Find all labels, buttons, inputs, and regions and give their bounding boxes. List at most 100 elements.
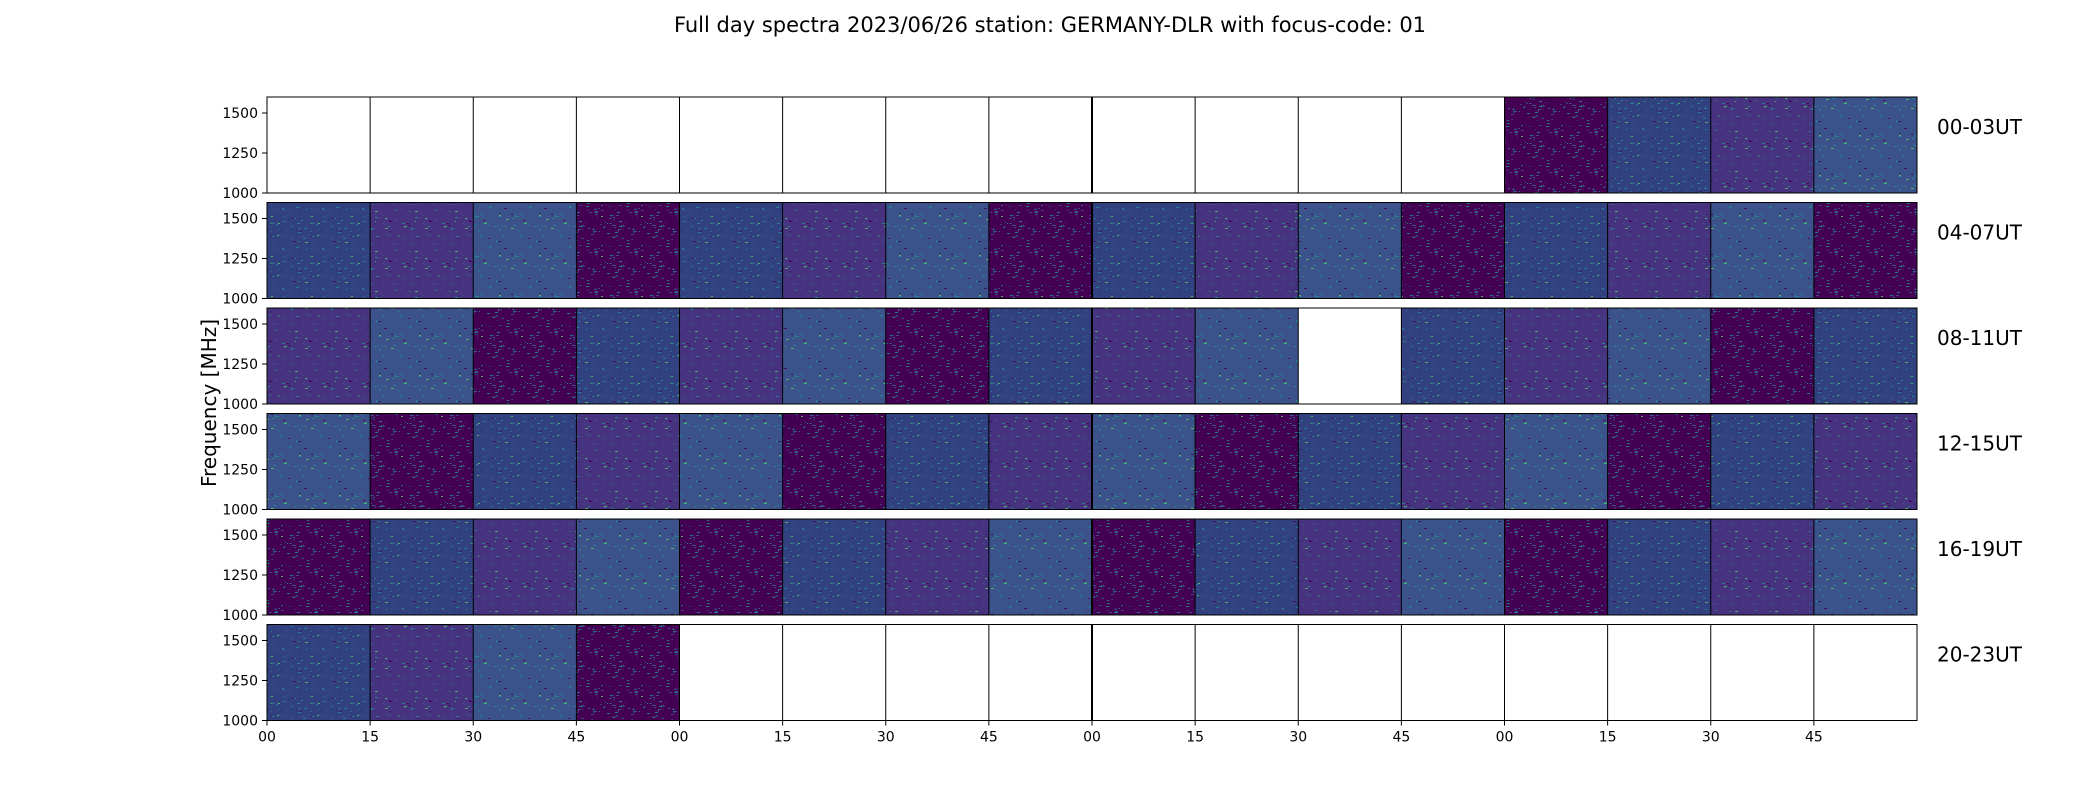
missing-cell [782, 624, 886, 721]
x-tick-label: 45 [1392, 730, 1410, 746]
x-tick-label: 00 [1496, 730, 1514, 746]
row-label: 12-15UT [1937, 432, 2023, 456]
missing-cell [1504, 624, 1608, 721]
y-tick-label: 1000 [222, 397, 258, 413]
missing-cell [1401, 624, 1505, 721]
missing-cell [988, 624, 1092, 721]
spectrum-cell [267, 624, 371, 721]
panel-frame [266, 307, 1918, 405]
spectrum-cell [576, 519, 680, 615]
panel-frame [266, 202, 1918, 299]
spectrum-cell [1195, 202, 1299, 299]
panels-group: 1500 1250 1000 00-03UT 1500 1250 1000 04-07UT 15… [222, 96, 2023, 730]
row-label: 00-03UT [1937, 115, 2023, 139]
spectrum-cell [370, 519, 474, 615]
spectrum-cell [885, 308, 989, 404]
panel-frame [266, 96, 1918, 194]
row-label: 04-07UT [1937, 221, 2023, 245]
spectrum-cell [1298, 519, 1402, 615]
spectrum-cell [370, 202, 474, 299]
spectrum-cell [782, 308, 886, 404]
y-axis-label: Frequency [MHz] [197, 319, 221, 487]
spectrum-cell [1607, 202, 1711, 299]
spectrum-cell [679, 202, 783, 299]
y-tick-label: 1000 [222, 186, 258, 202]
missing-cell [576, 97, 680, 193]
spectrum-cell [1092, 519, 1196, 615]
spectrum-cell [1710, 308, 1814, 404]
spectrum-cell [1504, 202, 1608, 299]
panel-frame [266, 518, 1918, 616]
y-tick-label: 1000 [222, 608, 258, 624]
spectrum-cell [267, 413, 371, 510]
y-tick-label: 1500 [222, 212, 258, 228]
spectrum-cell [988, 519, 1092, 615]
spectrum-cell [1504, 519, 1608, 615]
missing-cell [679, 624, 783, 721]
spectrum-cell [988, 413, 1092, 510]
missing-cell [1195, 97, 1299, 193]
spectrum-cell [1607, 413, 1711, 510]
y-tick-label: 1000 [222, 292, 258, 308]
x-tick-label: 45 [567, 730, 585, 746]
spectrum-cell [576, 413, 680, 510]
spectrum-cell [370, 308, 474, 404]
missing-cell [1092, 97, 1196, 193]
spectrum-cell [988, 308, 1092, 404]
chart-title: Full day spectra 2023/06/26 station: GER… [674, 13, 1426, 37]
missing-cell [782, 97, 886, 193]
y-tick-label: 1500 [222, 106, 258, 122]
x-tick-label: 30 [464, 730, 482, 746]
spectrum-cell [885, 519, 989, 615]
spectrum-cell [1092, 413, 1196, 510]
spectrum-cell [473, 413, 577, 510]
x-tick-label: 30 [877, 730, 895, 746]
spectrum-cell [885, 202, 989, 299]
spectrum-cell [473, 519, 577, 615]
spectrum-cell [1710, 202, 1814, 299]
missing-cell [885, 97, 989, 193]
spectrum-cell [1813, 97, 1917, 193]
spectrum-cell [1092, 308, 1196, 404]
spectrum-cell [1401, 202, 1505, 299]
missing-cell [267, 97, 371, 193]
y-tick-label: 1500 [222, 528, 258, 544]
row-label: 16-19UT [1937, 537, 2023, 561]
missing-cell [1092, 624, 1196, 721]
spectrum-cell [782, 413, 886, 510]
missing-cell [1813, 624, 1917, 721]
spectrum-cell [1813, 519, 1917, 615]
spectrum-cell [1710, 519, 1814, 615]
spectrum-cell [1813, 202, 1917, 299]
y-tick-label: 1250 [222, 463, 258, 479]
row-label: 20-23UT [1937, 643, 2023, 667]
row-panel-00-03ut: 1500 1250 1000 00-03UT [222, 96, 2023, 202]
spectrum-cell [885, 413, 989, 510]
spectrum-cell [267, 519, 371, 615]
missing-cell [1195, 624, 1299, 721]
spectrum-cell [782, 519, 886, 615]
spectrum-cell [1607, 308, 1711, 404]
spectrum-cell [1607, 97, 1711, 193]
spectrum-cell [1504, 308, 1608, 404]
row-label: 08-11UT [1937, 326, 2023, 350]
spectrum-cell [370, 413, 474, 510]
spectrum-cell [1195, 519, 1299, 615]
spectrum-cell [473, 624, 577, 721]
spectrum-cell [576, 624, 680, 721]
y-tick-label: 1500 [222, 634, 258, 650]
spectrum-cell [576, 308, 680, 404]
x-tick-label: 15 [774, 730, 792, 746]
spectrum-cell [1401, 519, 1505, 615]
spectrum-cell [473, 308, 577, 404]
spectrum-cell [1813, 308, 1917, 404]
spectrum-cell [1298, 413, 1402, 510]
spectrum-cell [782, 202, 886, 299]
spectrum-cell [1195, 308, 1299, 404]
spectrum-cell [1710, 97, 1814, 193]
x-tick-label: 00 [258, 730, 276, 746]
row-panel-08-11ut: 1500 1250 1000 08-11UT [222, 307, 2023, 413]
x-tick-label: 15 [1599, 730, 1617, 746]
y-tick-label: 1250 [222, 252, 258, 268]
